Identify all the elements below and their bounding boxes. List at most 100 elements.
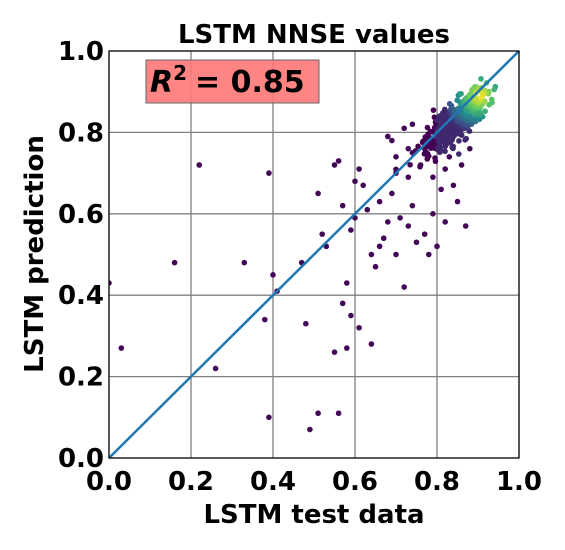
data-point <box>467 145 473 152</box>
x-tick-label: 0.8 <box>414 467 460 497</box>
data-point <box>266 170 272 176</box>
data-point <box>356 324 362 331</box>
data-point <box>458 91 464 97</box>
data-point <box>451 125 457 131</box>
r-symbol: R <box>150 65 173 100</box>
data-point <box>432 158 439 165</box>
data-point <box>458 162 465 168</box>
data-point <box>421 151 428 157</box>
data-point <box>467 91 474 97</box>
data-point <box>303 320 309 327</box>
data-point <box>436 113 443 120</box>
r-superscript: 2 <box>173 61 187 85</box>
data-point <box>339 300 346 307</box>
data-point <box>389 137 395 144</box>
y-tick-label: 0.0 <box>58 444 104 474</box>
data-point <box>450 182 457 189</box>
data-point <box>118 345 125 351</box>
data-point <box>270 272 276 278</box>
data-point <box>482 108 488 115</box>
data-point <box>455 151 462 157</box>
data-point <box>440 131 447 138</box>
data-point <box>409 202 416 209</box>
data-point <box>364 206 371 213</box>
data-point <box>417 162 424 168</box>
data-point <box>420 138 426 145</box>
x-axis-label: LSTM test data <box>203 500 424 530</box>
data-point <box>407 161 413 168</box>
data-point <box>478 94 484 101</box>
data-point <box>352 178 358 185</box>
data-point <box>430 174 436 180</box>
data-point <box>448 103 455 109</box>
data-point <box>425 131 431 138</box>
data-point <box>393 251 399 258</box>
data-point <box>430 211 436 217</box>
data-point <box>446 154 453 160</box>
data-point <box>348 227 354 233</box>
identity-line <box>108 50 520 459</box>
data-point <box>405 145 412 152</box>
data-point <box>424 124 431 131</box>
data-point <box>437 146 444 153</box>
data-point <box>415 143 421 150</box>
data-point <box>331 349 338 355</box>
data-point <box>438 139 445 145</box>
data-point <box>262 316 268 323</box>
r-value: = 0.85 <box>195 65 305 100</box>
data-point <box>440 110 446 116</box>
data-point <box>478 76 484 82</box>
x-tick-labels: 0.0 0.2 0.4 0.6 0.8 1.0 <box>86 467 542 497</box>
data-point <box>212 365 219 372</box>
data-point <box>481 98 488 104</box>
data-point <box>344 280 350 286</box>
data-point <box>109 280 112 286</box>
data-point <box>331 162 338 168</box>
data-point <box>434 243 440 250</box>
x-tick-label: 1.0 <box>496 467 542 497</box>
data-point <box>385 219 391 225</box>
data-point <box>393 154 399 160</box>
x-tick-label: 0.0 <box>86 467 132 497</box>
x-tick-label: 0.4 <box>250 467 296 497</box>
chart-title: LSTM NNSE values <box>178 20 450 50</box>
data-point <box>348 312 354 319</box>
data-point <box>319 231 326 237</box>
data-point <box>488 96 495 103</box>
data-point <box>405 174 412 180</box>
data-point <box>438 186 444 193</box>
data-point <box>307 426 313 433</box>
y-tick-label: 0.8 <box>58 118 104 148</box>
data-point <box>389 190 395 197</box>
y-tick-label: 0.6 <box>58 200 104 230</box>
data-point <box>491 86 498 93</box>
data-point <box>421 231 428 237</box>
data-point <box>335 410 342 417</box>
data-point <box>171 259 178 266</box>
data-point <box>442 166 449 172</box>
x-tick-label: 0.2 <box>168 467 214 497</box>
data-point <box>360 182 367 189</box>
data-point <box>266 414 272 421</box>
data-point <box>368 251 375 258</box>
data-point <box>442 219 449 225</box>
data-point <box>401 125 408 132</box>
data-point <box>445 124 452 130</box>
data-point <box>356 166 362 172</box>
data-point <box>477 110 483 116</box>
data-point <box>409 121 416 128</box>
data-point <box>447 130 453 137</box>
data-point <box>368 341 375 347</box>
data-point <box>453 130 460 136</box>
data-point <box>462 137 468 143</box>
data-point <box>344 345 350 351</box>
data-point <box>335 158 342 164</box>
y-tick-labels: 0.0 0.2 0.4 0.6 0.8 1.0 <box>58 37 104 474</box>
data-point <box>486 101 492 108</box>
data-point <box>442 148 448 155</box>
data-point <box>397 215 403 221</box>
annotation-text: R2 = 0.85 <box>150 61 305 100</box>
y-tick-label: 1.0 <box>58 37 104 67</box>
r-squared-annotation: R2 = 0.85 <box>145 59 320 104</box>
